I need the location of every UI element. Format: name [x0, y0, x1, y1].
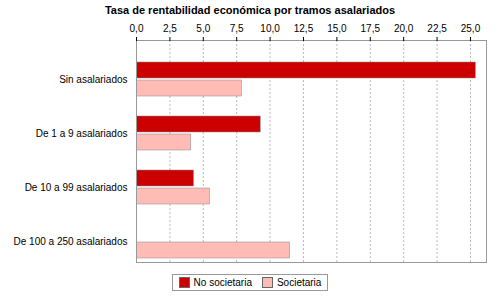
svg-text:17,5: 17,5	[361, 23, 381, 34]
svg-text:Sin asalariados: Sin asalariados	[59, 74, 127, 85]
svg-text:25,0: 25,0	[461, 23, 481, 34]
svg-text:20,0: 20,0	[394, 23, 414, 34]
svg-text:De 100 a 250 asalariados: De 100 a 250 asalariados	[14, 236, 128, 247]
svg-text:De 1 a 9 asalariados: De 1 a 9 asalariados	[36, 128, 128, 139]
svg-text:15,0: 15,0	[327, 23, 347, 34]
html-text:Societaria: Societaria	[276, 277, 322, 288]
svg-text:2,5: 2,5	[163, 23, 177, 34]
html-text:No societaria: No societaria	[193, 277, 252, 288]
svg-text:De 10 a 99 asalariados: De 10 a 99 asalariados	[25, 182, 128, 193]
svg-text:7,5: 7,5	[230, 23, 244, 34]
svg-text:5,0: 5,0	[196, 23, 210, 34]
svg-text:12,5: 12,5	[294, 23, 314, 34]
html-text:Tasa de rentabilidad económica: Tasa de rentabilidad económica por tramo…	[104, 4, 396, 16]
svg-text:22,5: 22,5	[427, 23, 447, 34]
svg-text:0,0: 0,0	[130, 23, 144, 34]
svg-text:10,0: 10,0	[260, 23, 280, 34]
